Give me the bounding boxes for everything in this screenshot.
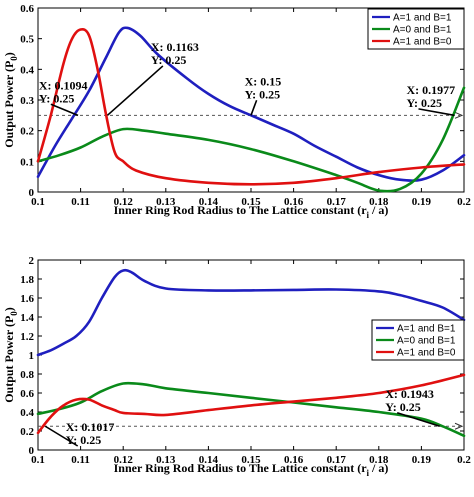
annotation-leader: [44, 425, 79, 447]
legend-label: A=1 and B=0: [393, 37, 452, 48]
y-tick-label: 0: [29, 187, 35, 199]
x-tick-label: 0.1: [31, 196, 45, 208]
annotation-text: X: 0.1017: [66, 420, 115, 434]
y-tick-label: 0.5: [20, 34, 34, 46]
top-chart: 0.1 0.11 0.12 0.13 0.14 0.15 0.16 0.17 0.18 0.19 0…: [2, 3, 471, 220]
x-axis-label-main: Inner Ring Rod Radius to The Lattice con…: [114, 461, 368, 475]
x-axis-label: Inner Ring Rod Radius to The Lattice con…: [114, 461, 389, 478]
annotation-text: Y: 0.25: [385, 400, 421, 414]
x-tick-label: 0.11: [71, 196, 90, 208]
annotation-text: Y: 0.25: [66, 433, 102, 447]
y-tick-label: 1.2: [20, 331, 34, 343]
annotation-text: Y: 0.25: [151, 53, 187, 67]
y-tick-label: 0.6: [20, 388, 34, 400]
x-tick-label: 0.15: [241, 454, 261, 466]
annotation-text: X: 0.1977: [406, 83, 455, 97]
y-tick-label: 0: [29, 445, 35, 457]
x-tick-label: 0.17: [327, 196, 347, 208]
x-axis-label-end: / a): [369, 461, 388, 475]
y-tick-label: 1.8: [20, 274, 34, 286]
x-tick-label: 0.19: [412, 196, 432, 208]
x-tick-label: 0.18: [369, 454, 389, 466]
y-tick-label: 0.2: [20, 426, 34, 438]
x-tick-label: 0.2: [457, 454, 471, 466]
x-tick-label: 0.14: [199, 196, 219, 208]
x-axis-label: Inner Ring Rod Radius to The Lattice con…: [114, 203, 389, 220]
bottom-chart: 0.1 0.11 0.12 0.13 0.14 0.15 0.16 0.17 0.18 0.19 0…: [2, 255, 471, 478]
x-tick-label: 0.1: [31, 454, 45, 466]
annotation-leader: [250, 100, 258, 116]
series-line-2: [36, 373, 466, 435]
annotation-leader: [396, 411, 440, 428]
y-tick-label: 0.2: [20, 126, 34, 138]
x-tick-label: 0.13: [156, 196, 176, 208]
annotation-leader: [50, 103, 79, 117]
y-tick-label: 1.4: [20, 312, 34, 324]
y-tick-label: 0.8: [20, 369, 34, 381]
legend-label: A=0 and B=1: [393, 25, 452, 36]
series-line-2: [36, 28, 466, 186]
x-tick-label: 0.2: [457, 196, 471, 208]
y-tick-label: 1: [29, 350, 35, 362]
annotation-text: X: 0.1943: [385, 387, 434, 401]
y-tick-label: 2: [29, 255, 35, 267]
annotation-leader: [418, 108, 455, 117]
legend-label: A=0 and B=1: [397, 336, 456, 347]
annotation-text: Y: 0.25: [406, 96, 442, 110]
y-tick-label: 0.1: [20, 156, 34, 168]
y-tick-label: 0.4: [20, 64, 34, 76]
x-axis-label-sub: i: [367, 210, 370, 220]
y-tick-label: 0.3: [20, 95, 34, 107]
annotation-text: X: 0.1163: [151, 40, 199, 54]
x-axis-label-sub: i: [367, 468, 370, 478]
series-line-0: [36, 268, 466, 357]
x-tick-label: 0.16: [284, 196, 304, 208]
x-tick-label: 0.15: [241, 196, 261, 208]
annotation-text: X: 0.1094: [39, 78, 88, 92]
annotation-text: Y: 0.25: [39, 91, 75, 105]
x-tick-label: 0.19: [412, 454, 432, 466]
y-axis-label: Output Power (P0): [2, 52, 19, 148]
x-tick-label: 0.18: [369, 196, 389, 208]
reference-arrow: [454, 422, 464, 430]
x-tick-label: 0.12: [114, 196, 134, 208]
series-line-1: [36, 86, 466, 193]
y-tick-label: 1.6: [20, 293, 34, 305]
y-axis-label-main: Output Power (P: [2, 316, 16, 403]
y-axis-label-sub: 0: [9, 311, 19, 316]
y-axis-label: Output Power (P0): [2, 307, 19, 403]
annotation-leader: [106, 65, 164, 116]
x-tick-label: 0.17: [327, 454, 347, 466]
series-line-0: [36, 26, 466, 182]
y-axis-label-sub: 0: [9, 56, 19, 61]
y-axis-label-end: ): [2, 52, 16, 56]
x-tick-label: 0.12: [114, 454, 134, 466]
x-tick-label: 0.14: [199, 454, 219, 466]
reference-arrow: [454, 111, 464, 119]
y-axis-label-main: Output Power (P: [2, 61, 16, 148]
legend-label: A=1 and B=0: [397, 348, 456, 359]
x-axis-label-main: Inner Ring Rod Radius to The Lattice con…: [114, 203, 368, 217]
legend-label: A=1 and B=1: [397, 324, 456, 335]
x-axis-label-end: / a): [369, 203, 388, 217]
x-tick-label: 0.13: [156, 454, 176, 466]
x-tick-label: 0.16: [284, 454, 304, 466]
x-tick-label: 0.11: [71, 454, 90, 466]
y-tick-label: 0.4: [20, 407, 34, 419]
y-tick-label: 0.6: [20, 3, 34, 15]
annotation-text: Y: 0.25: [245, 87, 281, 101]
y-axis-label-end: ): [2, 307, 16, 311]
legend-label: A=1 and B=1: [393, 13, 452, 24]
annotation-text: X: 0.15: [245, 74, 282, 88]
